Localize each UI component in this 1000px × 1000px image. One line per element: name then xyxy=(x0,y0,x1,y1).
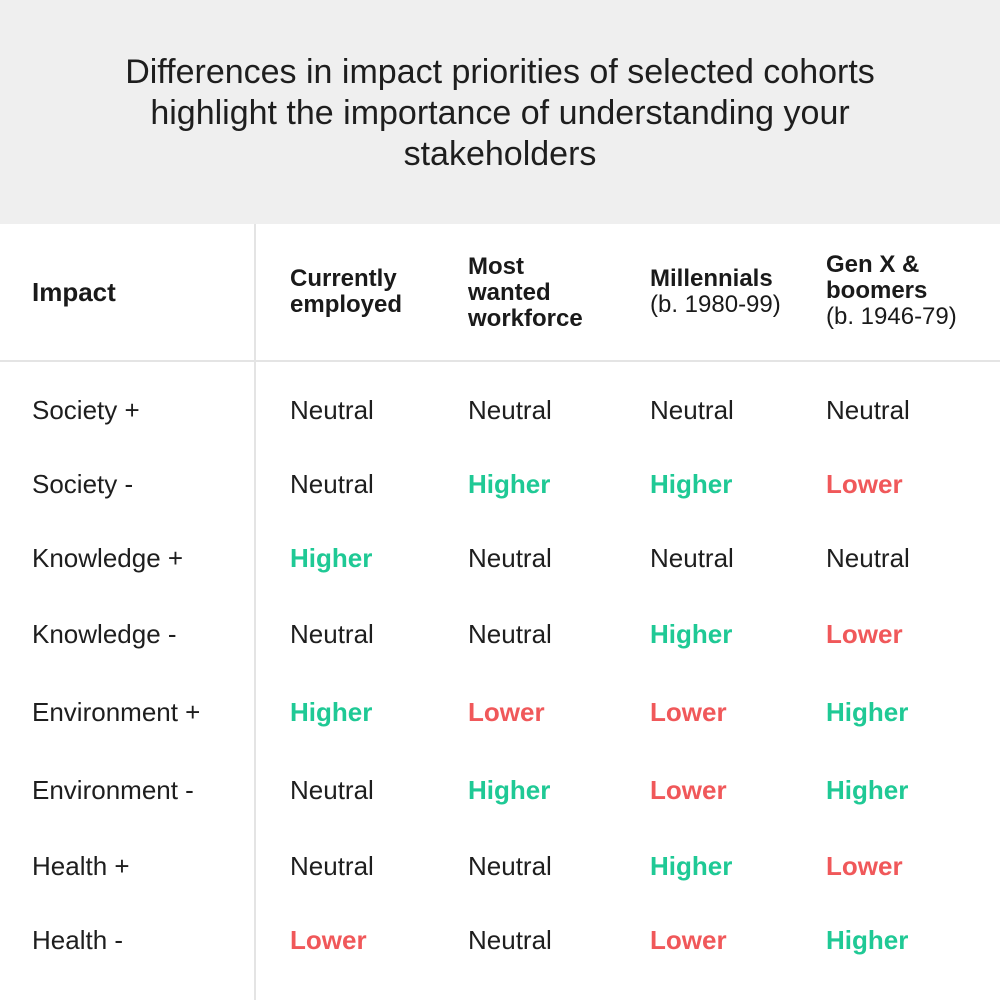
table-cell: Higher xyxy=(650,469,733,499)
column-header-line: Millennials xyxy=(650,265,773,292)
table-cell: Neutral xyxy=(290,619,374,649)
table-cell: Lower xyxy=(650,697,727,727)
table-cell: Neutral xyxy=(468,543,552,573)
row-label: Environment - xyxy=(32,775,194,805)
table-cell: Neutral xyxy=(290,395,374,425)
table-cell: Lower xyxy=(826,851,903,881)
table-cell: Higher xyxy=(290,697,373,727)
column-header-line: Gen X & xyxy=(826,251,920,278)
column-header-line: boomers xyxy=(826,277,928,304)
table-cell: Higher xyxy=(468,469,551,499)
column-header-subtitle: (b. 1946-79) xyxy=(826,303,957,330)
page-title: Differences in impact priorities of sele… xyxy=(125,53,875,173)
title-banner: Differences in impact priorities of sele… xyxy=(0,0,1000,224)
header-impact-label: Impact xyxy=(32,277,116,307)
table-cell: Lower xyxy=(650,925,727,955)
header-divider xyxy=(0,360,1000,362)
table-cell: Neutral xyxy=(468,395,552,425)
table-cell: Lower xyxy=(468,697,545,727)
table-cell: Lower xyxy=(826,619,903,649)
column-header-2: Most wanted workforce xyxy=(468,254,583,332)
column-header-line: Currently xyxy=(290,265,397,292)
row-label: Environment + xyxy=(32,697,201,727)
row-label: Knowledge - xyxy=(32,619,177,649)
table-cell: Higher xyxy=(650,851,733,881)
table-cell: Higher xyxy=(468,775,551,805)
table-cell: Higher xyxy=(290,543,373,573)
column-header-line: wanted xyxy=(468,279,551,306)
table-cell: Higher xyxy=(650,619,733,649)
column-header-line: Most xyxy=(468,253,524,280)
header-impact: Impact xyxy=(32,279,116,305)
table-cell: Higher xyxy=(826,775,909,805)
table-cell: Lower xyxy=(826,469,903,499)
table-cell: Lower xyxy=(650,775,727,805)
table-cell: Neutral xyxy=(290,851,374,881)
row-label: Health - xyxy=(32,925,124,955)
row-label: Society - xyxy=(32,469,134,499)
column-header-line: employed xyxy=(290,291,403,318)
table-cell: Higher xyxy=(826,697,909,727)
table-cell: Lower xyxy=(290,925,367,955)
column-header-line: workforce xyxy=(468,305,583,332)
table-cell: Higher xyxy=(826,925,909,955)
table-cell: Neutral xyxy=(468,851,552,881)
column-header-4: Gen X & boomers (b. 1946-79) xyxy=(826,252,957,330)
table-cell: Neutral xyxy=(290,775,374,805)
column-header-3: Millennials (b. 1980-99) xyxy=(650,266,781,318)
column-header-1: Currently employed xyxy=(290,266,402,318)
table-cell: Neutral xyxy=(650,543,734,573)
column-header-subtitle: (b. 1980-99) xyxy=(650,291,781,318)
row-label: Health + xyxy=(32,851,130,881)
table-cell: Neutral xyxy=(826,543,910,573)
row-label: Knowledge + xyxy=(32,543,184,573)
table-cell: Neutral xyxy=(826,395,910,425)
table-cell: Neutral xyxy=(290,469,374,499)
table-cell: Neutral xyxy=(650,395,734,425)
table-cell: Neutral xyxy=(468,619,552,649)
table-cell: Neutral xyxy=(468,925,552,955)
row-label: Society + xyxy=(32,395,140,425)
column-divider xyxy=(254,224,256,1000)
